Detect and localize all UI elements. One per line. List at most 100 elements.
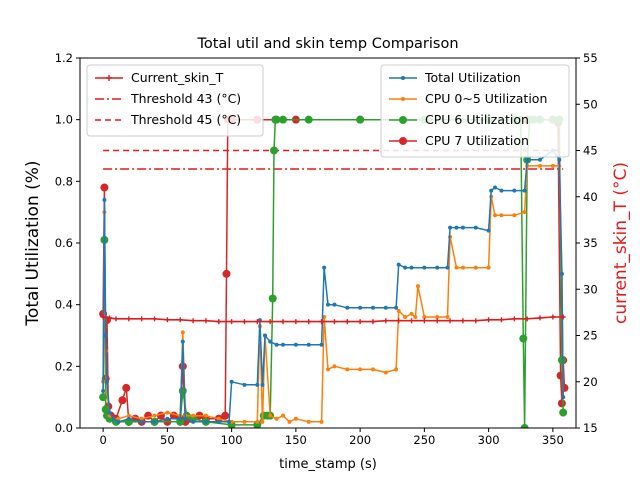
data-point-skin-temp [524,316,530,322]
data-point-cpu6 [101,405,110,414]
data-point-total [448,225,453,230]
data-point-skin-temp [241,319,247,325]
data-point-total [111,416,116,421]
data-point-total [332,302,337,307]
data-point-total [263,333,268,338]
data-point-total [319,342,324,347]
y-right-tick-label: 50 [583,97,598,111]
data-point-cpu0-5 [191,413,196,418]
legend-left: Current_skin_T Threshold 43 (°C) Threshold… [86,64,264,137]
data-point-total [445,265,450,270]
legend-right-marker [401,76,405,80]
data-point-cpu0-5 [274,416,279,421]
data-point-total [370,305,375,310]
data-point-skin-temp [216,319,222,325]
data-point-cpu0-5 [396,308,401,313]
data-point-total [293,342,298,347]
data-point-total [274,342,279,347]
data-point-total [178,416,183,421]
y-left-tick-label: 0.6 [55,236,73,250]
legend-right-label: CPU 7 Utilization [425,133,529,148]
data-point-total [103,333,108,338]
data-point-total [522,188,527,193]
data-point-total [396,262,401,267]
data-point-cpu0-5 [493,213,498,218]
y-axis-left-label: Total Utilization (%) [23,160,43,326]
legend-left-marker [106,75,112,81]
data-point-total [242,382,247,387]
data-point-cpu0-5 [445,315,450,319]
y-left-tick-label: 1.2 [55,51,73,65]
data-point-cpu7 [560,383,569,392]
data-point-cpu0-5 [242,419,247,424]
data-point-total [473,225,478,230]
data-point-skin-temp [190,318,196,324]
data-point-cpu6 [272,115,281,124]
data-point-total [394,305,399,310]
data-point-skin-temp [357,319,363,325]
data-point-cpu7 [178,362,187,371]
data-point-total [281,342,286,347]
data-point-skin-temp [537,315,543,321]
y-right-tick-label: 30 [583,282,598,296]
y-right-tick-label: 55 [583,51,598,65]
data-point-skin-temp [473,318,479,324]
x-tick-label: 100 [221,433,243,447]
data-point-total [345,305,350,310]
data-point-cpu0-5 [326,367,330,372]
data-point-cpu0-5 [306,419,311,424]
data-point-total [191,419,196,424]
legend-left-label: Current_skin_T [131,70,224,85]
data-point-skin-temp [152,316,158,322]
data-point-skin-temp [447,318,453,324]
data-point-total [435,265,440,270]
data-point-skin-temp [306,319,312,325]
data-point-cpu0-5 [454,265,459,270]
data-point-total [116,419,121,424]
legend-right-label: CPU 0~5 Utilization [425,91,547,106]
data-point-cpu7 [100,183,109,192]
data-point-cpu0-5 [358,367,363,372]
data-point-total [104,379,109,384]
data-point-skin-temp [280,319,286,325]
axes: 0 50 100 150 200 250 300 350 0.0 0.2 0.4 0.6 0.8 1.0 1… [55,51,598,447]
data-point-skin-temp [486,317,492,323]
data-point-skin-temp [100,314,106,320]
data-point-total [126,416,131,421]
y-right-tick-label: 20 [583,375,598,389]
data-point-cpu0-5 [319,419,324,424]
data-point-cpu0-5 [383,370,388,375]
data-point-skin-temp [107,315,113,321]
data-point-cpu7 [222,269,231,278]
data-point-cpu6 [559,408,568,417]
data-point-total [383,305,388,310]
y-axis-right-label: current_skin_T (°C) [611,162,631,324]
data-point-cpu0-5 [415,284,420,289]
y-right-tick-label: 15 [583,421,598,435]
data-point-skin-temp [113,316,119,322]
data-point-skin-temp [331,319,337,325]
data-point-cpu0-5 [293,416,298,421]
data-point-cpu7 [557,399,566,408]
y-left-tick-label: 0.8 [55,174,73,188]
data-point-total [152,419,157,424]
data-point-total [268,339,273,344]
data-point-cpu6 [304,115,313,124]
legend-right-marker [399,116,407,124]
data-point-total [486,228,491,233]
data-point-cpu6 [520,424,529,428]
data-point-cpu6 [270,146,279,155]
data-point-total [409,265,414,270]
y-right-tick-label: 45 [583,144,598,158]
data-point-cpu0-5 [139,416,144,421]
data-point-total [460,225,465,230]
data-point-total [454,225,459,230]
data-point-total [559,271,564,276]
data-point-cpu0-5 [422,315,427,319]
legend-left-frame [86,64,264,137]
series-skin-temp [100,314,566,325]
data-point-cpu0-5 [499,213,504,218]
legend-right-label: Total Utilization [424,70,521,85]
